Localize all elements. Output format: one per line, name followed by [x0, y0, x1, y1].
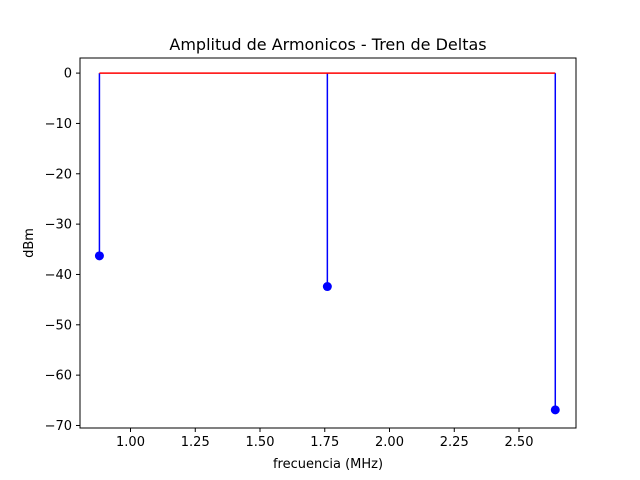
y-tick-label: −70 — [45, 419, 72, 434]
x-axis-label: frecuencia (MHz) — [273, 457, 383, 472]
stem-marker — [94, 251, 104, 261]
x-tick-label: 2.00 — [375, 435, 404, 450]
y-tick-label: −60 — [45, 369, 72, 384]
y-tick-label: −30 — [45, 218, 72, 233]
x-tick-label: 1.25 — [181, 435, 210, 450]
y-tick-label: −10 — [45, 117, 72, 132]
y-tick-label: 0 — [64, 67, 72, 82]
x-tick-label: 2.25 — [440, 435, 469, 450]
x-tick-label: 2.50 — [505, 435, 534, 450]
x-tick-label: 1.75 — [310, 435, 339, 450]
x-axis: 1.00 1.25 1.50 1.75 2.00 2.25 2.50 — [116, 428, 533, 450]
axes-frame — [79, 57, 577, 429]
y-tick-label: −40 — [45, 268, 72, 283]
x-tick-label: 1.00 — [116, 435, 145, 450]
x-tick-label: 1.50 — [246, 435, 275, 450]
y-tick-label: −50 — [45, 318, 72, 333]
chart-title: Amplitud de Armonicos - Tren de Deltas — [169, 35, 486, 54]
stem-marker — [550, 405, 560, 415]
stem-marker — [322, 282, 332, 292]
plot-area — [94, 72, 560, 415]
y-axis: 0 −10 −20 −30 −40 −50 −60 −70 — [45, 67, 80, 434]
y-axis-label: dBm — [22, 228, 37, 258]
y-tick-label: −20 — [45, 167, 72, 182]
